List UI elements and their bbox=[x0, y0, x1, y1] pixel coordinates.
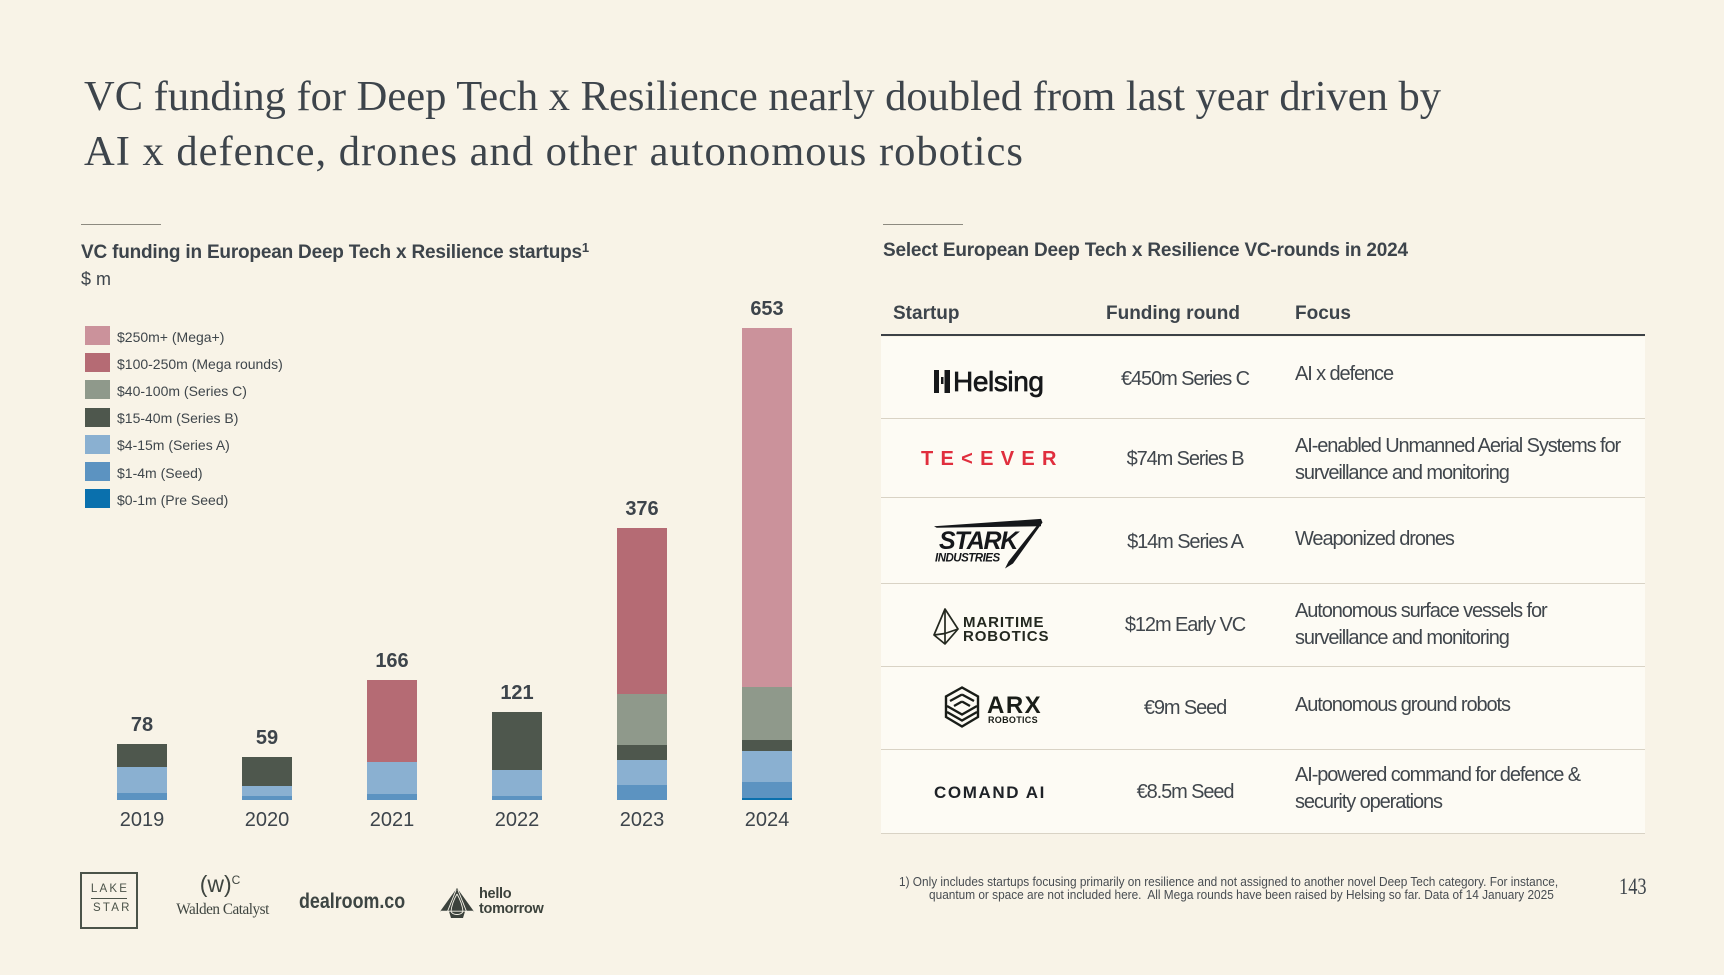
svg-text:INDUSTRIES: INDUSTRIES bbox=[935, 553, 1000, 565]
svg-text:STARK: STARK bbox=[939, 527, 1020, 555]
